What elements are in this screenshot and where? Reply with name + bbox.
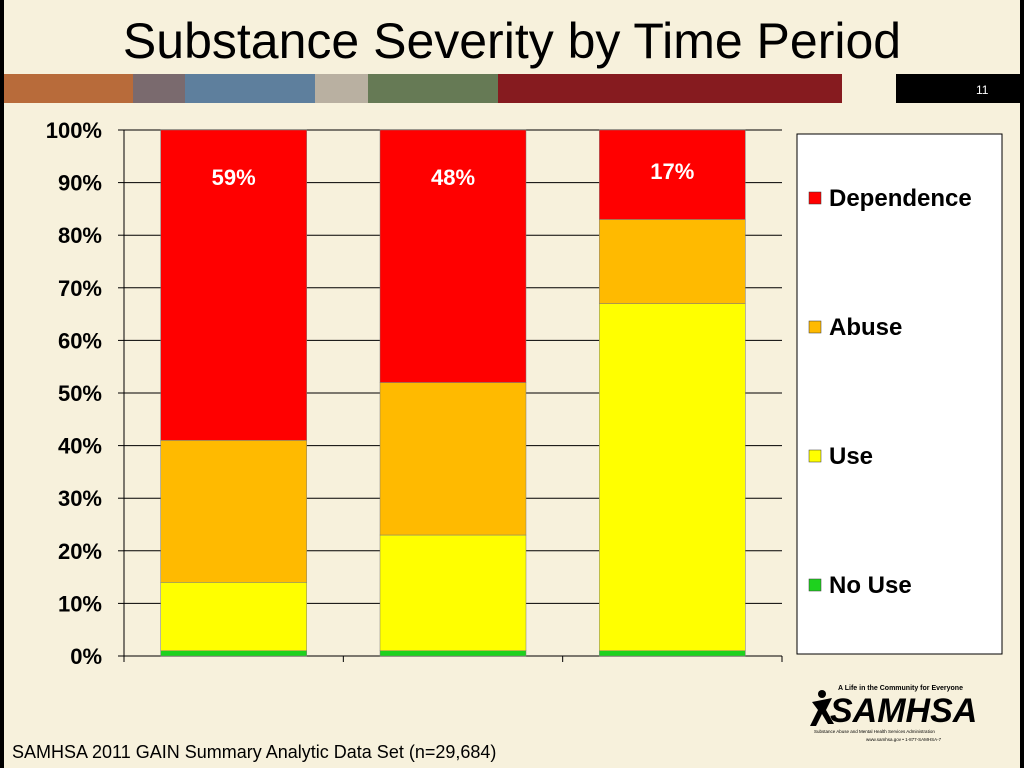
band-segment	[133, 74, 185, 103]
logo-subtitle: Substance Abuse and Mental Health Servic…	[814, 729, 935, 734]
bar-segment-no-use	[160, 650, 307, 657]
bar-segment-use	[160, 582, 307, 651]
y-tick-label: 100%	[46, 118, 102, 143]
data-label: 48%	[431, 165, 475, 190]
x-category-label: Past Month	[608, 676, 737, 678]
band-segment	[185, 74, 315, 103]
legend-label: Dependence	[829, 185, 972, 212]
y-tick-label: 20%	[58, 539, 102, 564]
y-tick-label: 90%	[58, 171, 102, 196]
legend-label: Use	[829, 443, 873, 470]
bar-segment-abuse	[160, 440, 307, 583]
legend-box	[796, 133, 1003, 655]
samhsa-logo: A Life in the Community for Everyone SAM…	[810, 685, 976, 742]
legend-swatch	[808, 578, 822, 592]
legend-swatch	[808, 449, 822, 463]
legend-label: No Use	[829, 572, 912, 599]
data-label: 17%	[650, 159, 694, 184]
right-frame-edge	[1020, 0, 1024, 768]
bar-segment-use	[599, 303, 746, 651]
bar-segment-abuse	[379, 382, 527, 536]
source-footnote: SAMHSA 2011 GAIN Summary Analytic Data S…	[12, 742, 497, 762]
figure-icon	[810, 690, 834, 726]
slide-title: Substance Severity by Time Period	[122, 13, 902, 69]
bar-segment-no-use	[599, 650, 746, 657]
bar-segment-abuse	[599, 219, 746, 304]
slide-number-box	[896, 74, 1024, 103]
bar-segment-dependence	[160, 129, 307, 441]
y-tick-label: 0%	[70, 644, 102, 669]
bar-segment-dependence	[379, 129, 527, 383]
legend-swatch	[808, 191, 822, 205]
y-tick-label: 60%	[58, 328, 102, 353]
y-tick-label: 40%	[58, 434, 102, 459]
y-tick-label: 80%	[58, 223, 102, 248]
bar-segment-no-use	[379, 650, 527, 657]
legend-swatch	[808, 320, 822, 334]
bar-segment-use	[379, 534, 527, 651]
y-tick-label: 30%	[58, 486, 102, 511]
left-frame-edge	[0, 0, 4, 768]
logo-wordmark: SAMHSA	[830, 692, 976, 730]
y-tick-label: 50%	[58, 381, 102, 406]
legend-label: Abuse	[829, 314, 902, 341]
band-segment	[315, 74, 368, 103]
slide-number: 11	[976, 83, 989, 97]
logo-contact: www.samhsa.gov • 1-877-SAMHSA-7	[866, 737, 942, 742]
data-label: 59%	[212, 165, 256, 190]
band-segment	[4, 74, 133, 103]
x-category-label: Past Year	[399, 676, 507, 678]
y-tick-label: 70%	[58, 276, 102, 301]
y-tick-label: 10%	[58, 591, 102, 616]
band-segment	[498, 74, 842, 103]
logo-tagline: A Life in the Community for Everyone	[838, 685, 963, 692]
x-category-label: Lifetime	[188, 676, 280, 678]
band-segment	[368, 74, 498, 103]
stacked-bar-chart: 0% 10% 20% 30% 40% 50% 60% 70% 80% 90% 100% 59% Life…	[46, 118, 1003, 678]
bar-segment-dependence	[599, 129, 746, 220]
